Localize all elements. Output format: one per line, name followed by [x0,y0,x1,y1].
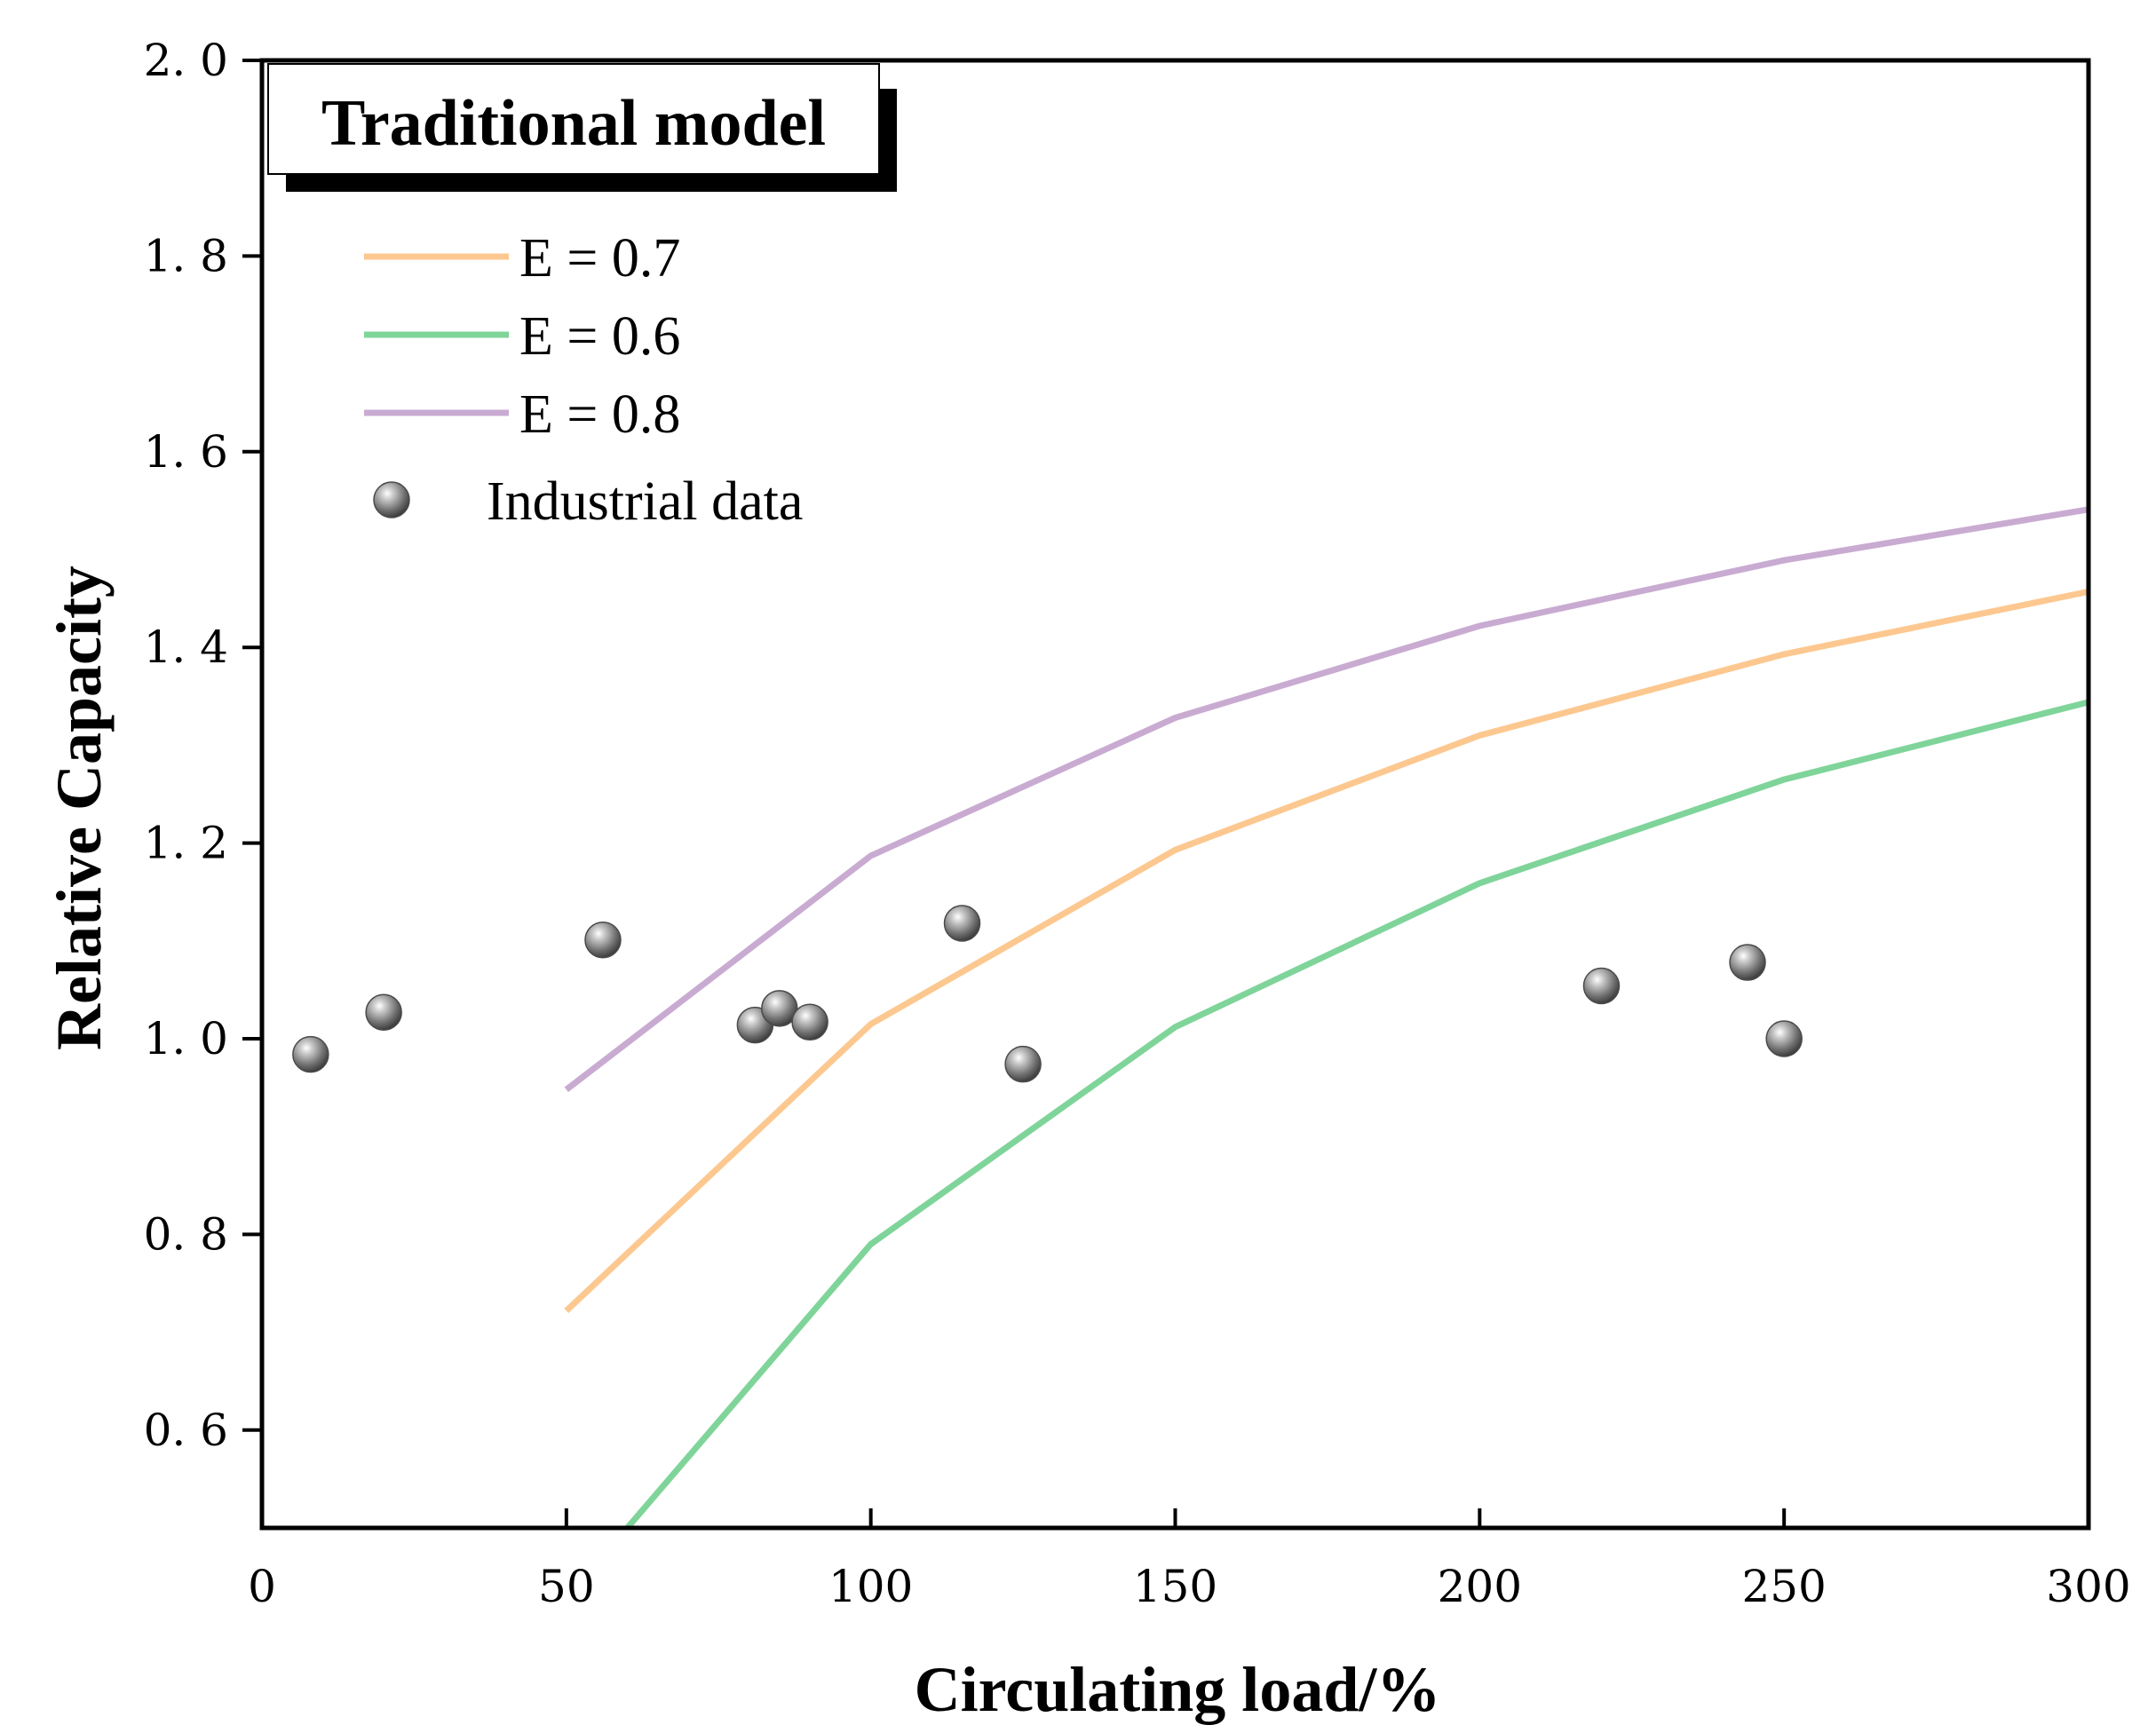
plot-frame [259,58,2091,1531]
scatter-points [292,905,1803,1083]
y-tick-label: 0. 8 [144,1208,228,1260]
x-tick-label: 150 [1133,1561,1217,1612]
x-axis-title: Circulating load/% [915,1654,1441,1725]
chart-title: Traditional model [321,87,826,160]
legend-label-0: E = 0.7 [519,228,680,289]
y-tick-label: 1. 2 [144,818,228,869]
x-tick-label: 300 [2046,1561,2130,1612]
x-tick-label: 250 [1741,1561,1826,1612]
data-point-1 [365,993,402,1031]
legend-label-1: E = 0.6 [519,306,680,367]
series-line-1 [624,699,2089,1531]
x-tick-label: 50 [538,1561,595,1612]
y-tick-label: 1. 4 [144,621,228,673]
data-point-2 [584,921,622,959]
y-tick-label: 1. 6 [144,426,228,478]
data-point-8 [1582,967,1621,1005]
data-point-10 [1765,1020,1803,1057]
y-tick-label: 2. 0 [144,35,228,86]
y-tick-label: 1. 0 [144,1013,228,1064]
x-tick-label: 0 [248,1561,276,1612]
y-tick-label: 1. 8 [144,230,228,281]
title-badge-box [267,63,880,175]
data-point-4 [761,990,798,1027]
legend: E = 0.7 E = 0.6 E = 0.8 Industrial data [364,228,803,532]
y-axis-title: Relative Capacity [44,566,115,1050]
legend-marker-scatter [373,481,410,518]
x-tick-label: 100 [828,1561,913,1612]
title-badge: Traditional model [267,63,897,192]
series-lines [564,506,2089,1531]
series-line-2 [564,506,2089,1093]
data-point-0 [292,1035,329,1073]
data-point-9 [1729,944,1766,981]
x-tick-label: 200 [1438,1561,1522,1612]
legend-label-2: E = 0.8 [519,384,680,445]
y-tick-label: 0. 6 [144,1405,228,1456]
data-point-6 [943,905,981,942]
legend-label-scatter: Industrial data [487,471,803,532]
axis-ticks [242,59,2090,1528]
data-point-7 [1004,1045,1042,1083]
axis-tick-labels: 0 50 100 150 200 250 300 0. 6 0. 8 1. 0 1. 2 1. 4 1.… [144,35,2131,1612]
series-line-0 [564,588,2089,1313]
data-point-5 [791,1003,828,1041]
